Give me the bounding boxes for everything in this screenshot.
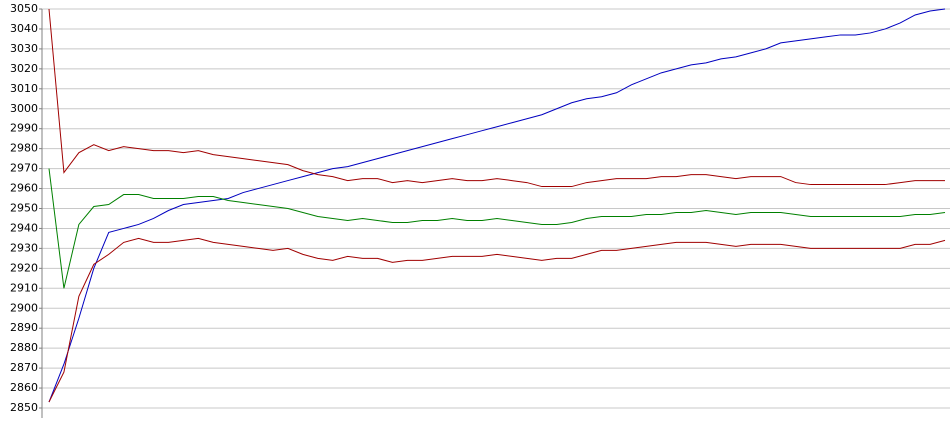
y-tick-label: 2940 xyxy=(10,221,38,234)
y-tick-label: 2920 xyxy=(10,261,38,274)
y-tick-label: 3040 xyxy=(10,22,38,35)
y-tick-label: 3030 xyxy=(10,42,38,55)
y-tick-label: 3050 xyxy=(10,2,38,15)
y-tick-label: 2980 xyxy=(10,142,38,155)
y-tick-label: 3000 xyxy=(10,102,38,115)
y-tick-label: 2960 xyxy=(10,182,38,195)
y-tick-label: 3010 xyxy=(10,82,38,95)
data-line xyxy=(48,8,946,403)
y-tick-label: 2880 xyxy=(10,341,38,354)
y-tick-label: 2910 xyxy=(10,281,38,294)
y-tick-label: 2930 xyxy=(10,241,38,254)
y-tick-label: 2990 xyxy=(10,122,38,135)
y-tick-label: 2970 xyxy=(10,162,38,175)
data-line xyxy=(48,237,946,403)
y-tick-label: 2950 xyxy=(10,202,38,215)
y-tick-label: 2900 xyxy=(10,301,38,314)
y-tick-label: 3020 xyxy=(10,62,38,75)
y-tick-label: 2850 xyxy=(10,401,38,414)
data-line xyxy=(48,168,946,289)
data-line xyxy=(48,8,945,188)
y-tick-label: 2890 xyxy=(10,321,38,334)
y-tick-label: 2860 xyxy=(10,381,38,394)
y-tick-label: 2870 xyxy=(10,361,38,374)
